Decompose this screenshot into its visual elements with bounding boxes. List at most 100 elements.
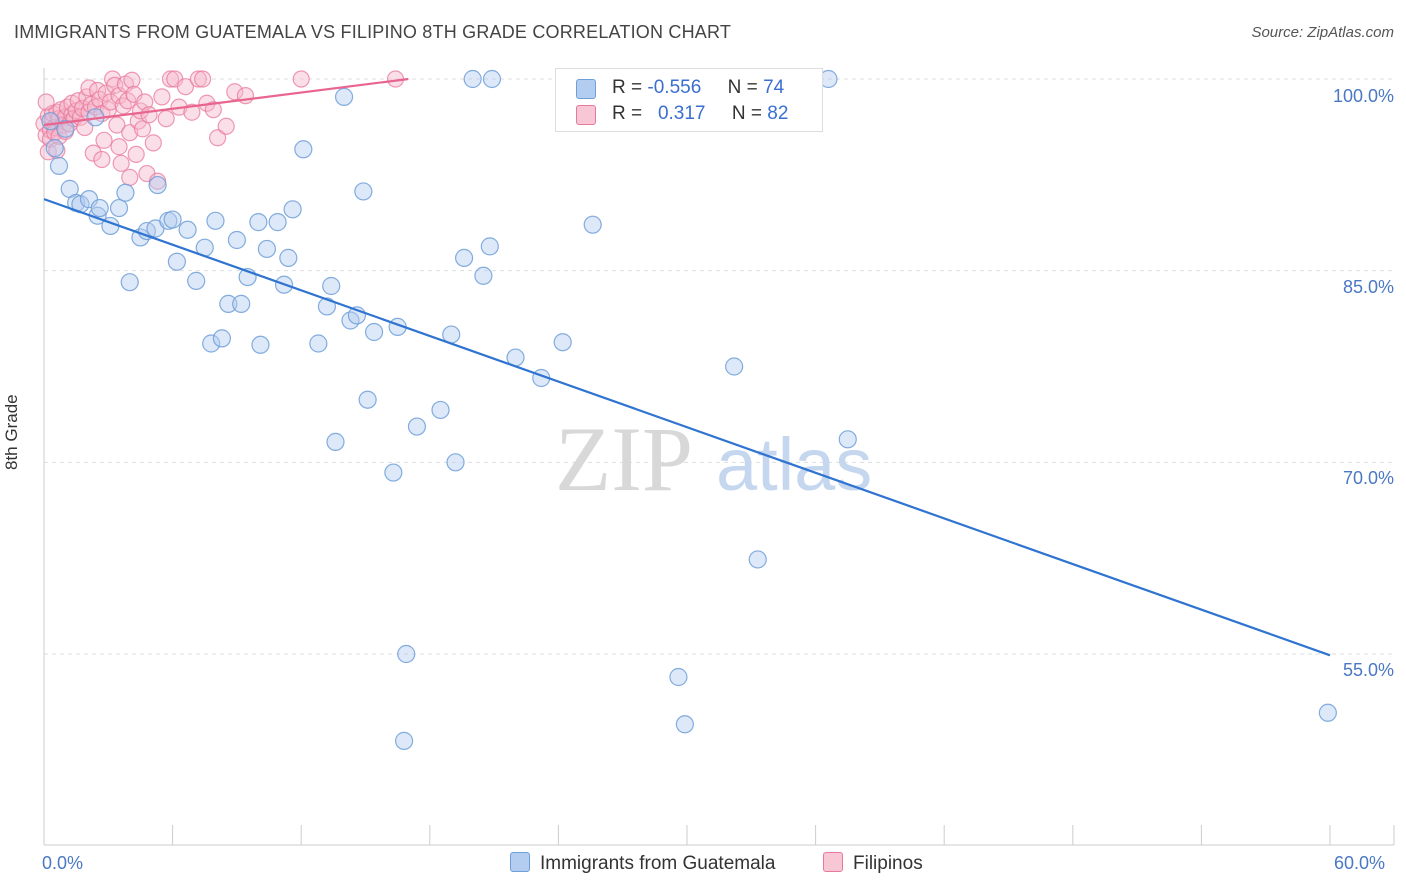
filipinos-point (84, 144, 102, 162)
chart-title: IMMIGRANTS FROM GUATEMALA VS FILIPINO 8T… (14, 22, 732, 42)
guatemala-point (49, 156, 69, 175)
n-label: N = (731, 103, 763, 124)
guatemala-point (227, 230, 246, 250)
legend-swatch-pink (576, 105, 596, 125)
filipinos-point (121, 124, 139, 142)
guatemala-point (454, 248, 474, 267)
guatemala-point (364, 322, 384, 342)
guatemala-point (109, 198, 129, 218)
guatemala-point (334, 87, 354, 106)
filipinos-point (204, 101, 222, 119)
guatemala-point (317, 297, 337, 316)
guatemala-point (384, 463, 403, 482)
legend-label: Immigrants from Guatemala (540, 853, 776, 874)
filipinos-point (189, 70, 207, 88)
grid-lines (44, 78, 1394, 655)
filipinos-point (110, 138, 128, 156)
y-tick-label: 85.0% (1342, 277, 1394, 297)
r-label: R = (612, 103, 643, 124)
guatemala-point (309, 334, 328, 353)
n-value: 82 (767, 103, 789, 124)
filipinos-point (292, 70, 310, 88)
filipinos-point (127, 145, 145, 163)
guatemala-point (178, 220, 197, 239)
filipinos-point (161, 70, 180, 88)
legend-item-guatemala: Immigrants from Guatemala (510, 852, 775, 875)
filipinos-point (37, 93, 55, 111)
guatemala-point (249, 213, 268, 232)
legend-item-filipinos: Filipinos (823, 852, 923, 875)
y-axis-label: 8th Grade (2, 394, 21, 470)
guatemala-point (669, 667, 688, 687)
guatemala-point (41, 112, 60, 131)
filipinos-point (133, 120, 152, 138)
guatemala-point (446, 453, 465, 472)
filipinos-point (217, 117, 235, 135)
guatemala-point (206, 211, 225, 230)
guatemala-point (463, 69, 482, 89)
guatemala-point (294, 140, 313, 159)
filipinos-point (121, 168, 139, 186)
filipinos-point (108, 116, 126, 134)
r-value: -0.556 (647, 77, 702, 98)
filipinos-point (183, 103, 201, 121)
source-label: Source: ZipAtlas.com (1251, 24, 1394, 41)
guatemala-point (120, 273, 139, 292)
filipinos-points (35, 70, 405, 190)
filipinos-point (209, 129, 227, 147)
y-tick-label: 100.0% (1332, 86, 1394, 106)
guatemala-point (748, 550, 767, 569)
guatemala-point (474, 266, 493, 285)
guatemala-point (354, 182, 373, 201)
filipinos-point (176, 78, 195, 96)
r-value: 0.317 (657, 103, 706, 124)
guatemala-trend-line (43, 198, 1331, 657)
guatemala-point (257, 239, 277, 259)
filipinos-point (226, 83, 244, 101)
n-label: N = (727, 77, 758, 98)
filipinos-point (157, 110, 175, 128)
watermark-zip: ZIP (555, 408, 693, 510)
guatemala-point (725, 357, 744, 376)
guatemala-point (116, 183, 135, 202)
guatemala-point (232, 294, 251, 313)
guatemala-point (553, 333, 572, 352)
guatemala-points (41, 69, 1337, 750)
guatemala-point (583, 215, 602, 234)
n-value: 74 (763, 77, 785, 98)
guatemala-point (407, 417, 427, 436)
filipinos-point (136, 93, 154, 111)
guatemala-point (212, 329, 231, 348)
guatemala-point (45, 138, 64, 158)
guatemala-point (219, 294, 238, 313)
legend-swatch-blue (576, 79, 596, 99)
guatemala-point (279, 248, 298, 267)
guatemala-point (358, 390, 377, 409)
filipinos-point (112, 154, 130, 172)
x-tick-label: 0.0% (42, 853, 84, 873)
guatemala-point (163, 210, 182, 229)
filipinos-trend-line (43, 77, 409, 127)
guatemala-point (394, 731, 414, 750)
guatemala-point (838, 430, 857, 449)
r-label: R = (612, 77, 643, 98)
filipinos-point (93, 150, 111, 169)
filipinos-point (194, 70, 212, 88)
x-tick-label: 60.0% (1334, 853, 1386, 873)
legend-label: Filipinos (853, 853, 923, 874)
legend-swatch-blue (510, 852, 530, 872)
filipinos-point (118, 92, 137, 110)
guatemala-point (482, 69, 502, 89)
guatemala-point (283, 200, 302, 219)
trend-lines (43, 77, 1331, 657)
guatemala-point (326, 432, 345, 451)
y-tick-label: 70.0% (1342, 468, 1394, 488)
filipinos-point (140, 106, 158, 124)
guatemala-point (251, 335, 270, 354)
stats-legend: R = -0.556 N = 74 R = 0.317 N = 82 (555, 68, 823, 132)
guatemala-point (56, 119, 75, 138)
guatemala-point (1318, 703, 1337, 722)
guatemala-point (675, 715, 694, 734)
guatemala-point (187, 271, 206, 290)
